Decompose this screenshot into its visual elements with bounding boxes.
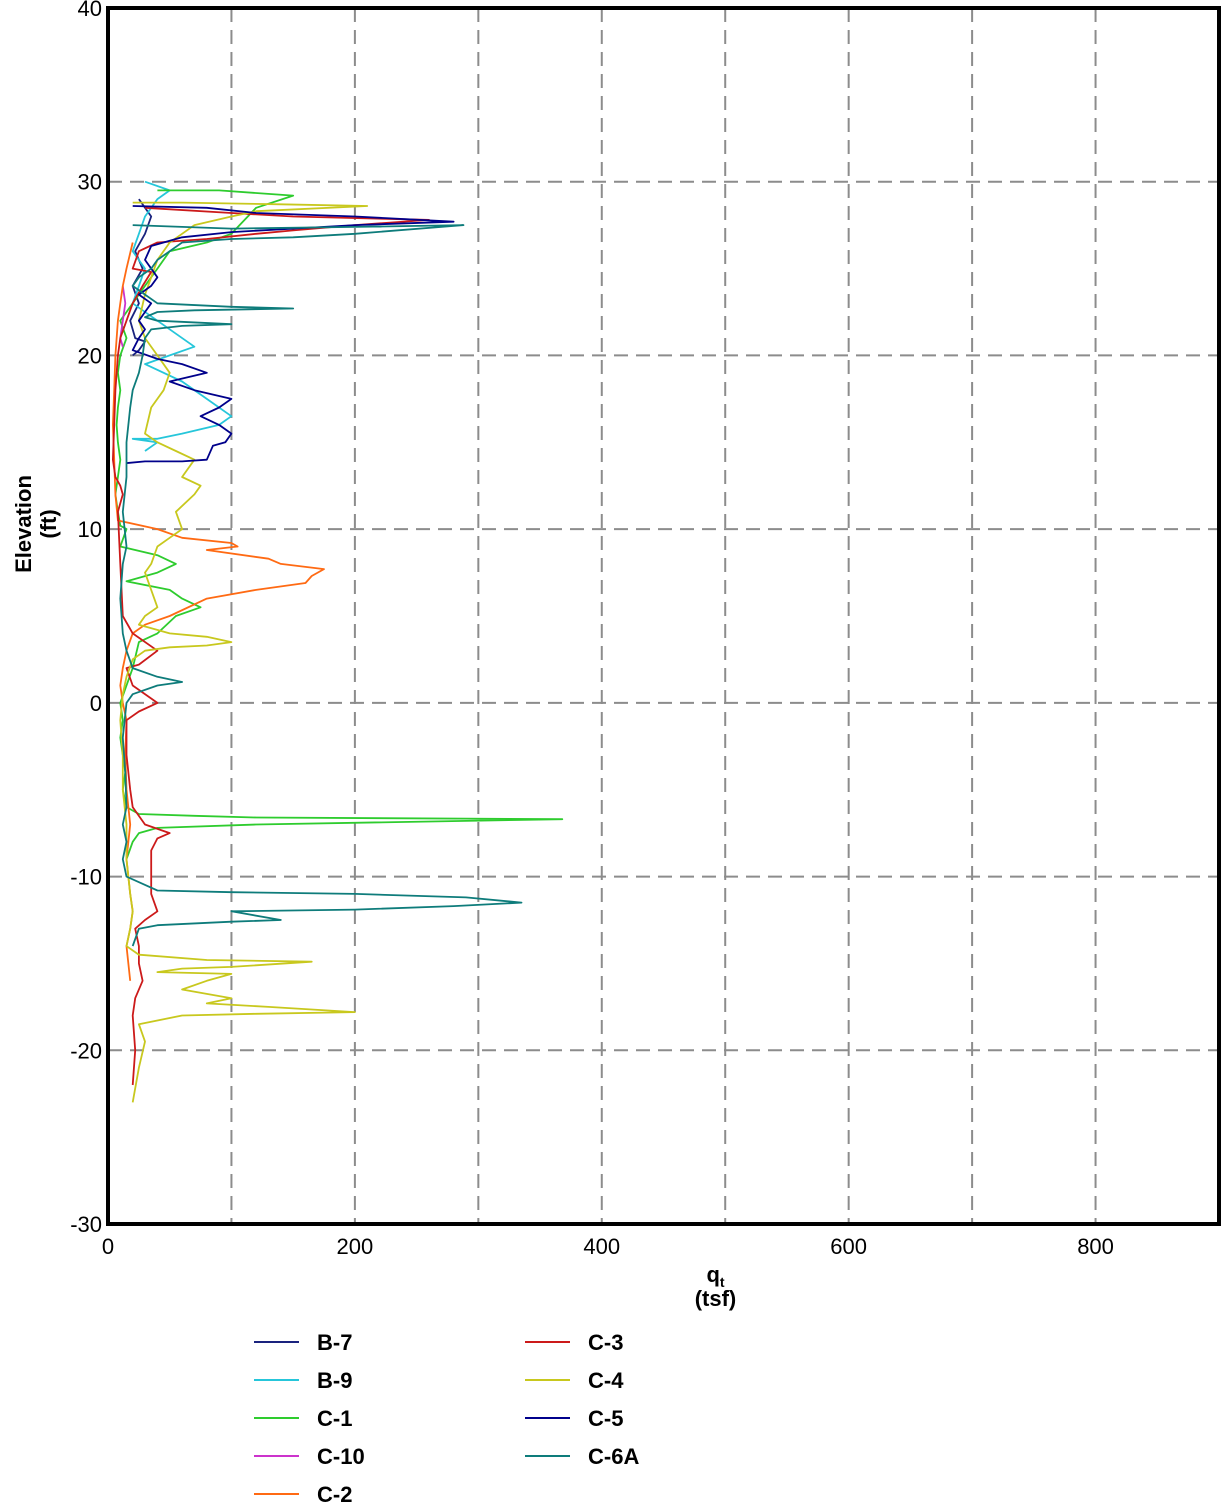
- y-tick-label: 40: [78, 0, 102, 21]
- legend-label: C-1: [317, 1406, 352, 1431]
- series-line-c-4: [119, 201, 369, 1103]
- legend-label: B-7: [317, 1330, 352, 1355]
- x-axis-symbol: q: [706, 1262, 719, 1287]
- legend: B-7 B-9 C-1 C-10 C-2 C-3 C-4 C-5 C-6A: [254, 1330, 639, 1507]
- y-axis-title: Elevation (ft): [11, 475, 61, 573]
- x-tick-label: 200: [337, 1234, 374, 1259]
- legend-label: C-6A: [588, 1444, 639, 1469]
- legend-label: B-9: [317, 1368, 352, 1393]
- y-tick-label: 30: [78, 170, 102, 195]
- legend-label: C-2: [317, 1482, 352, 1507]
- legend-label: C-5: [588, 1406, 623, 1431]
- x-tick-label: 600: [830, 1234, 867, 1259]
- y-axis-unit: (ft): [36, 509, 61, 538]
- y-axis-label: Elevation: [11, 475, 36, 573]
- y-tick-label: 0: [90, 691, 102, 716]
- y-tick-label: -10: [70, 865, 102, 890]
- x-tick-label: 400: [583, 1234, 620, 1259]
- x-tick-label: 800: [1077, 1234, 1114, 1259]
- legend-label: C-10: [317, 1444, 365, 1469]
- x-axis-unit: (tsf): [695, 1286, 737, 1311]
- legend-label: C-4: [588, 1368, 624, 1393]
- series-lines: [112, 180, 564, 1103]
- series-line-c-2: [112, 242, 325, 981]
- series-line-c-6a: [119, 224, 523, 947]
- x-axis-title: qt: [706, 1262, 724, 1290]
- series-line-c-1: [114, 189, 564, 860]
- x-axis-ticks: 0 200 400 600 800: [102, 1234, 1114, 1259]
- grid-lines: [108, 8, 1219, 1224]
- x-axis-subscript: t: [720, 1274, 725, 1290]
- y-tick-label: -20: [70, 1038, 102, 1063]
- series-line-c-3: [112, 206, 430, 1086]
- y-tick-label: 20: [78, 343, 102, 368]
- y-tick-label: 10: [78, 517, 102, 542]
- y-tick-label: -30: [70, 1212, 102, 1237]
- y-axis-ticks: 40 30 20 10 0 -10 -20 -30: [70, 0, 102, 1237]
- series-line-c-10: [119, 285, 127, 347]
- x-tick-label: 0: [102, 1234, 114, 1259]
- plot-frame: [106, 6, 1221, 1226]
- legend-label: C-3: [588, 1330, 623, 1355]
